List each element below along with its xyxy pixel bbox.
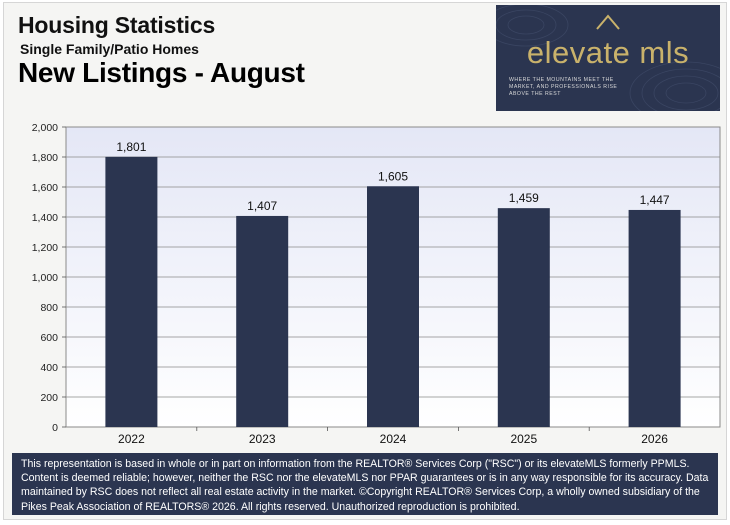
bar <box>236 215 289 427</box>
page: Housing Statistics Single Family/Patio H… <box>3 2 727 520</box>
disclaimer-text: This representation is based in whole or… <box>21 458 709 513</box>
data-label: 1,605 <box>378 169 408 183</box>
disclaimer-footer: This representation is based in whole or… <box>12 453 718 515</box>
x-tick-label: 2024 <box>380 432 407 446</box>
x-tick-label: 2023 <box>249 432 276 446</box>
data-label: 1,447 <box>640 193 670 207</box>
bar <box>497 208 550 427</box>
topographic-pattern-icon <box>496 5 720 111</box>
bar <box>628 209 681 427</box>
data-label: 1,407 <box>247 199 277 213</box>
x-tick-label: 2022 <box>118 432 145 446</box>
y-tick-label: 400 <box>40 362 58 374</box>
y-tick-label: 1,000 <box>32 272 58 284</box>
x-tick-label: 2025 <box>510 432 537 446</box>
data-label: 1,801 <box>116 140 146 154</box>
elevate-mls-logo: elevate mls WHERE THE MOUNTAINS MEET THE… <box>496 5 720 111</box>
y-tick-label: 1,800 <box>32 152 58 164</box>
new-listings-bar-chart: 0 200 400 600 800 1,000 1,200 1,400 1,600 1,800 2,… <box>32 122 721 446</box>
y-tick-label: 0 <box>52 422 58 434</box>
bar <box>367 186 419 427</box>
y-tick-label: 2,000 <box>32 122 58 134</box>
page-subtitle: Single Family/Patio Homes <box>20 41 199 57</box>
bar <box>105 156 158 427</box>
x-tick-label: 2026 <box>641 432 668 446</box>
logo-tagline: WHERE THE MOUNTAINS MEET THE MARKET, AND… <box>509 77 618 97</box>
y-tick-label: 800 <box>40 302 58 314</box>
y-tick-label: 1,200 <box>32 242 58 254</box>
y-tick-label: 600 <box>40 332 58 344</box>
page-title: Housing Statistics <box>18 12 216 38</box>
mountain-peak-icon <box>596 14 620 30</box>
logo-brand-text: elevate mls <box>526 35 690 70</box>
y-tick-label: 200 <box>40 392 58 404</box>
y-tick-label: 1,600 <box>32 182 58 194</box>
chart-title: New Listings - August <box>18 57 305 88</box>
y-tick-label: 1,400 <box>32 212 58 224</box>
data-label: 1,459 <box>509 191 539 205</box>
